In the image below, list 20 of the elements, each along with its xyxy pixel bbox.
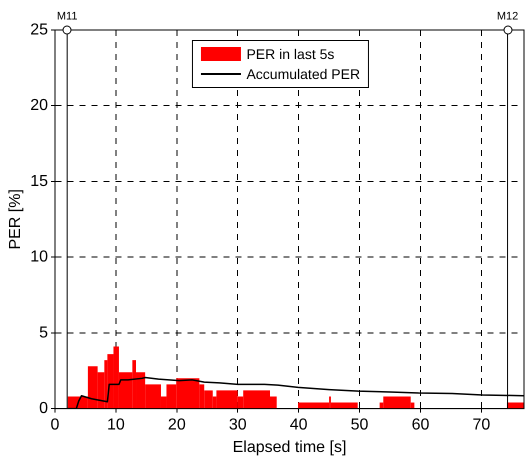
y-tick-label: 10	[30, 248, 48, 266]
y-tick-label: 0	[39, 400, 48, 418]
x-tick-label: 0	[50, 416, 60, 434]
y-tick-label: 25	[30, 21, 48, 38]
x-tick-label: 50	[350, 416, 369, 434]
y-tick-label: 20	[30, 97, 48, 114]
x-tick-label: 30	[228, 416, 247, 434]
x-axis-title: Elapsed time [s]	[232, 438, 346, 456]
x-tick-label: 40	[290, 416, 308, 434]
legend-label: PER in last 5s	[246, 46, 334, 62]
y-tick-label: 5	[39, 324, 48, 342]
x-tick-label: 10	[107, 416, 125, 434]
y-tick-label: 15	[30, 172, 48, 190]
legend-label: Accumulated PER	[246, 66, 360, 82]
x-tick-label: 70	[472, 416, 490, 434]
x-tick-label: 60	[412, 416, 430, 434]
ref-line-label: M11	[56, 10, 78, 23]
ref-line-label: M12	[496, 10, 518, 23]
x-tick-label: 20	[168, 416, 186, 434]
y-axis-title: PER [%]	[7, 189, 24, 250]
